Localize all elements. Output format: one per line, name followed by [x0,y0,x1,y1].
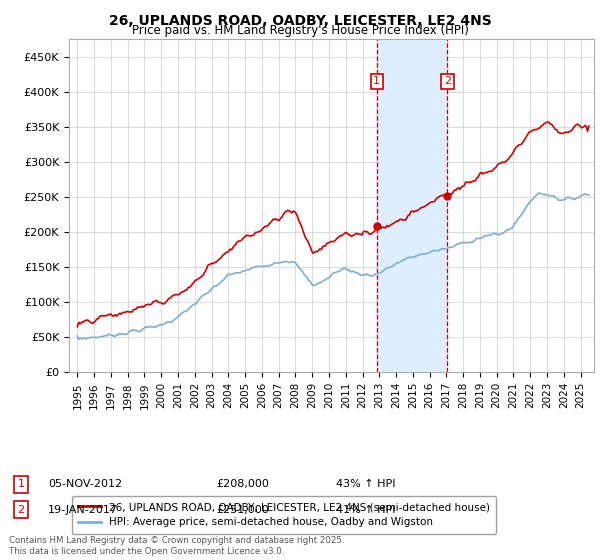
Legend: 26, UPLANDS ROAD, OADBY, LEICESTER, LE2 4NS (semi-detached house), HPI: Average : 26, UPLANDS ROAD, OADBY, LEICESTER, LE2 … [71,496,496,534]
Text: 26, UPLANDS ROAD, OADBY, LEICESTER, LE2 4NS: 26, UPLANDS ROAD, OADBY, LEICESTER, LE2 … [109,14,491,28]
Text: 1: 1 [373,76,380,86]
Text: £208,000: £208,000 [216,479,269,489]
Text: 2: 2 [443,76,451,86]
Text: 05-NOV-2012: 05-NOV-2012 [48,479,122,489]
Text: £251,000: £251,000 [216,505,269,515]
Text: 43% ↑ HPI: 43% ↑ HPI [336,479,395,489]
Bar [377,39,447,372]
Text: 19-JAN-2017: 19-JAN-2017 [48,505,118,515]
Text: 41% ↑ HPI: 41% ↑ HPI [336,505,395,515]
Text: Price paid vs. HM Land Registry's House Price Index (HPI): Price paid vs. HM Land Registry's House … [131,24,469,37]
Text: Contains HM Land Registry data © Crown copyright and database right 2025.
This d: Contains HM Land Registry data © Crown c… [9,536,344,556]
Text: 1: 1 [17,479,25,489]
Text: 2: 2 [17,505,25,515]
